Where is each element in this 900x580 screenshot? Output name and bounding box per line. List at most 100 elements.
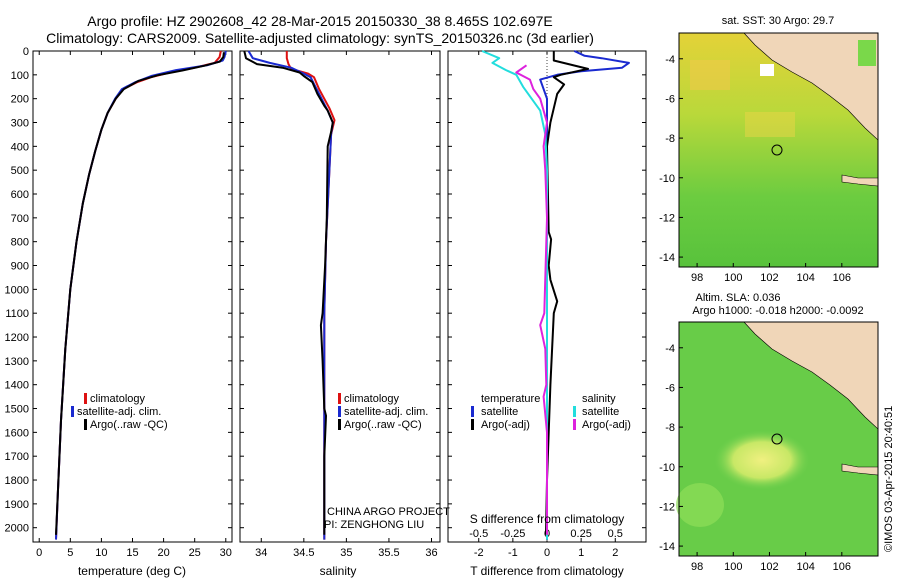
axis-ticks: 0100200300400500600700800900100011001200… — [5, 46, 646, 559]
depth-tick-label: 1600 — [5, 427, 29, 439]
series-line-argo-raw-qc — [243, 50, 334, 535]
depth-tick-label: 400 — [11, 141, 29, 153]
sla-high-anomaly — [714, 430, 810, 490]
legend-label-climatology: climatology — [344, 393, 400, 405]
s-tick-label: 0.25 — [570, 528, 591, 540]
sla-map-subtitle: Argo h1000: -0.018 h2000: -0.0092 — [692, 305, 863, 317]
map-lat-label: -8 — [665, 422, 675, 434]
depth-tick-label: 2000 — [5, 523, 29, 535]
argo-float-marker — [771, 433, 783, 445]
s-tick-label: 0.5 — [608, 528, 623, 540]
x-tick-label: 2 — [612, 547, 618, 559]
temperature-panel — [32, 50, 233, 543]
project-annotation: CHINA ARGO PROJECT — [327, 506, 450, 518]
salinity-plot-frame — [239, 50, 441, 543]
sla-mid-anomaly — [676, 483, 724, 527]
argo-float-marker — [771, 144, 783, 156]
depth-tick-label: 1200 — [5, 332, 29, 344]
depth-tick-label: 1100 — [5, 308, 29, 320]
legend-swatch-climatology — [84, 393, 87, 404]
series-line-s-satellite — [481, 50, 548, 540]
x-tick-label: 0 — [544, 547, 550, 559]
map-lat-label: -10 — [659, 462, 675, 474]
s-tick-label: -0.5 — [469, 528, 488, 540]
x-tick-label: -2 — [474, 547, 484, 559]
map-lat-label: -12 — [659, 501, 675, 513]
difference-legend: temperature salinity satellite Argo(-adj… — [471, 393, 631, 431]
x-tick-label: 15 — [126, 547, 138, 559]
legend-label-t-satellite: satellite — [481, 406, 518, 418]
s-tick-label: -0.25 — [500, 528, 525, 540]
legend-header-salinity: salinity — [582, 393, 616, 405]
temperature-plot-frame — [32, 50, 233, 543]
depth-tick-label: 1000 — [5, 284, 29, 296]
x-tick-label: 36 — [425, 547, 437, 559]
map-lat-label: -12 — [659, 212, 675, 224]
t-difference-axis-label: T difference from climatology — [470, 564, 624, 578]
sst-map — [678, 32, 879, 268]
x-tick-label: 34.5 — [293, 547, 314, 559]
map-lon-label: 106 — [833, 272, 851, 284]
climatology-title: Climatology: CARS2009. Satellite-adjuste… — [46, 30, 594, 46]
x-tick-label: 35.5 — [378, 547, 399, 559]
map-lat-label: -6 — [665, 382, 675, 394]
salinity-legend: climatology satellite-adj. clim. Argo(..… — [338, 393, 428, 431]
map-lon-label: 104 — [796, 561, 814, 573]
sst-map-title: sat. SST: 30 Argo: 29.7 — [722, 15, 835, 27]
depth-tick-label: 300 — [11, 118, 29, 130]
map-axis-ticks: 98 100 102 104 106 -4 -6 -8 -10 -12 -14 98 100 102 104… — [659, 54, 851, 573]
pi-annotation: PI: ZENGHONG LIU — [324, 519, 424, 531]
legend-label-argo: Argo(..raw -QC) — [90, 419, 168, 431]
map-lon-label: 106 — [833, 561, 851, 573]
sst-cloud-patch — [760, 64, 774, 76]
map-lat-label: -6 — [665, 93, 675, 105]
legend-swatch-t-satellite — [471, 406, 474, 417]
legend-header-temperature: temperature — [481, 393, 540, 405]
map-lat-label: -4 — [665, 54, 675, 66]
legend-swatch-satellite — [71, 406, 74, 417]
legend-swatch-satellite — [338, 406, 341, 417]
legend-label-t-argo: Argo(-adj) — [481, 419, 530, 431]
depth-tick-label: 1800 — [5, 475, 29, 487]
sst-warm-patch — [745, 112, 795, 137]
legend-label-argo: Argo(..raw -QC) — [344, 419, 422, 431]
map-lon-label: 104 — [796, 272, 814, 284]
map-lon-label: 102 — [760, 272, 778, 284]
map-lon-label: 98 — [691, 561, 703, 573]
legend-swatch-s-satellite — [573, 406, 576, 417]
legend-label-climatology: climatology — [90, 393, 146, 405]
x-tick-label: 35 — [340, 547, 352, 559]
sla-map-title: Altim. SLA: 0.036 — [696, 292, 781, 304]
depth-tick-label: 1300 — [5, 356, 29, 368]
sst-map-frame — [678, 32, 879, 268]
depth-tick-label: 500 — [11, 165, 29, 177]
legend-label-s-satellite: satellite — [582, 406, 619, 418]
legend-swatch-argo — [338, 419, 341, 430]
depth-tick-label: 1400 — [5, 380, 29, 392]
series-line-s-argo-adj — [515, 64, 548, 535]
depth-tick-label: 200 — [11, 94, 29, 106]
map-lat-label: -14 — [659, 541, 675, 553]
sst-cloud-patch — [858, 40, 876, 66]
x-tick-label: 25 — [189, 547, 201, 559]
profile-lines — [55, 50, 630, 540]
depth-tick-label: 700 — [11, 213, 29, 225]
depth-tick-label: 0 — [23, 46, 29, 58]
depth-tick-label: 1700 — [5, 451, 29, 463]
series-line-argo-raw-qc — [55, 52, 225, 535]
x-tick-label: -1 — [508, 547, 518, 559]
depth-tick-label: 800 — [11, 237, 29, 249]
salinity-panel — [239, 50, 441, 543]
sla-map — [676, 321, 879, 557]
legend-swatch-climatology — [338, 393, 341, 404]
x-tick-label: 5 — [67, 547, 73, 559]
map-lon-label: 98 — [691, 272, 703, 284]
temperature-axis-label: temperature (deg C) — [78, 564, 186, 578]
map-lat-label: -10 — [659, 173, 675, 185]
profile-title: Argo profile: HZ 2902608_42 28-Mar-2015 … — [87, 13, 553, 29]
legend-swatch-argo — [84, 419, 87, 430]
x-tick-label: 10 — [95, 547, 107, 559]
legend-swatch-t-argo — [471, 419, 474, 430]
depth-tick-label: 600 — [11, 189, 29, 201]
depth-tick-label: 1500 — [5, 404, 29, 416]
